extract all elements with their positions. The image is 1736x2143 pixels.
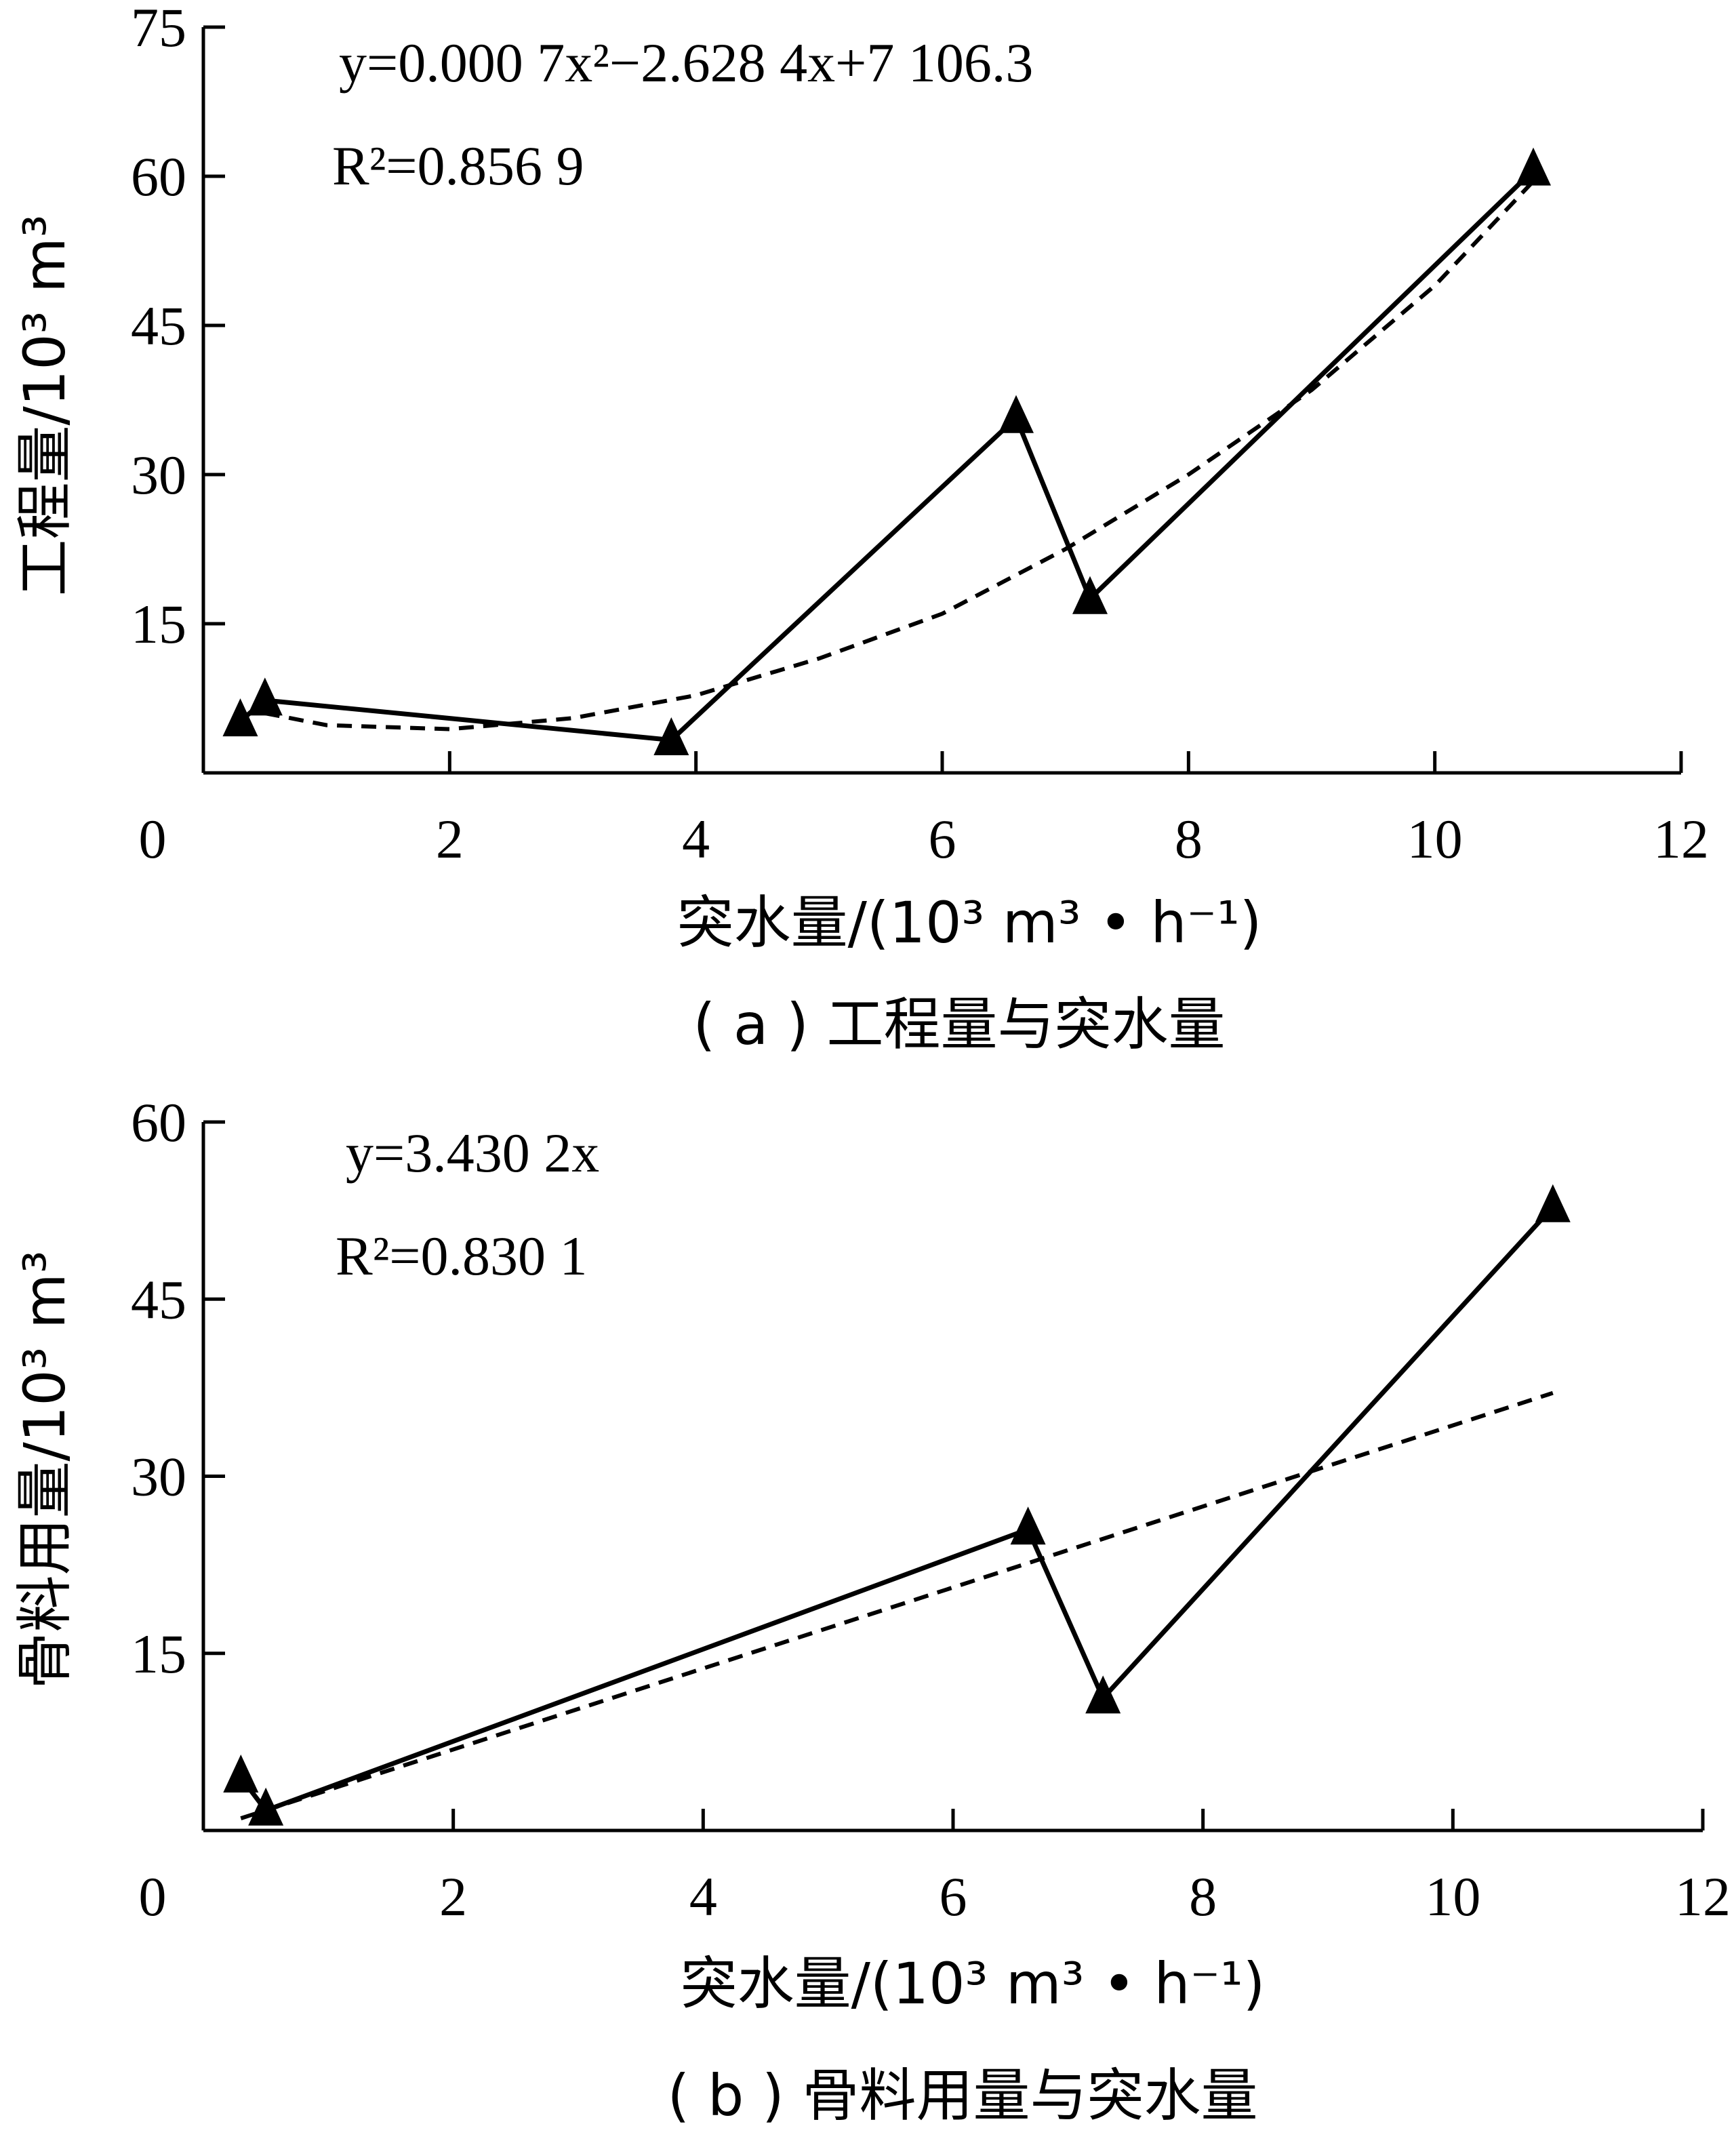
plot-area-b: 0 2 4 6 8 10 12 15 30 45 60 <box>131 1091 1731 1927</box>
y-tick-label-b: 30 <box>131 1446 186 1508</box>
data-point-a <box>247 677 283 716</box>
trendline-b <box>240 1390 1554 1820</box>
trendline-a <box>264 180 1535 732</box>
x-tick-label-b: 6 <box>940 1866 967 1927</box>
y-tick-label-a: 45 <box>131 295 186 357</box>
x-tick-label-b: 8 <box>1189 1866 1217 1927</box>
caption-b: ( b ) 骨料用量与突水量 <box>668 2062 1258 2129</box>
y-tick-label-a: 15 <box>131 593 186 655</box>
y-tick-label-b: 60 <box>131 1091 186 1153</box>
data-point-a <box>653 717 689 755</box>
data-point-a <box>222 698 258 737</box>
data-point-b <box>223 1755 259 1793</box>
data-point-b <box>248 1787 284 1826</box>
y-tick-label-b: 45 <box>131 1268 186 1330</box>
chart-panel-a: 0 2 4 6 8 10 12 15 30 45 60 75 y=0.000 7x²−2.628 4x… <box>12 0 1709 1058</box>
r-squared-a-text: R²=0.856 9 <box>332 135 584 197</box>
equation-b: y=3.430 2x <box>346 1122 599 1184</box>
y-axis-title-a: 工程量/10³ m³ <box>12 214 78 596</box>
data-point-a <box>1516 147 1551 186</box>
series-line-b <box>239 1205 1555 1814</box>
x-tick-label-b: 10 <box>1425 1866 1480 1927</box>
data-point-b <box>1535 1184 1571 1222</box>
x-tick-label-a: 10 <box>1407 808 1463 870</box>
r-squared-b-text: R²=0.830 1 <box>336 1225 588 1287</box>
data-point-a <box>998 395 1034 433</box>
r-squared-a: R²=0.856 9 <box>332 135 584 197</box>
x-tick-label-b: 0 <box>139 1866 167 1927</box>
y-tick-label-a: 75 <box>131 0 186 58</box>
data-point-a <box>1072 576 1108 614</box>
series-line-a <box>239 168 1535 743</box>
x-tick-label-a: 8 <box>1175 808 1203 870</box>
x-tick-label-b: 4 <box>689 1866 717 1927</box>
r-squared-b: R²=0.830 1 <box>336 1225 588 1287</box>
x-tick-label-a: 0 <box>139 808 167 870</box>
x-tick-label-a: 12 <box>1653 808 1709 870</box>
y-axis-title-b: 骨料用量/10³ m³ <box>12 1250 78 1689</box>
y-tick-label-a: 30 <box>131 444 186 506</box>
x-tick-label-a: 6 <box>929 808 956 870</box>
y-tick-label-a: 60 <box>131 146 186 207</box>
x-tick-label-a: 4 <box>682 808 710 870</box>
data-point-b <box>1010 1506 1046 1545</box>
x-tick-label-b: 2 <box>439 1866 467 1927</box>
plot-area-a: 0 2 4 6 8 10 12 15 30 45 60 75 <box>131 0 1709 870</box>
x-tick-label-b: 12 <box>1675 1866 1731 1927</box>
caption-a: ( a ) 工程量与突水量 <box>693 991 1225 1058</box>
x-axis-title-a: 突水量/(10³ m³ • h⁻¹) <box>677 889 1262 956</box>
x-tick-label-a: 2 <box>436 808 464 870</box>
equation-a-text: y=0.000 7x²−2.628 4x+7 106.3 <box>339 32 1033 94</box>
equation-a: y=0.000 7x²−2.628 4x+7 106.3 <box>339 32 1033 94</box>
equation-b-text: y=3.430 2x <box>346 1122 599 1184</box>
data-point-b <box>1085 1675 1121 1714</box>
y-tick-label-b: 15 <box>131 1623 186 1685</box>
x-axis-title-b: 突水量/(10³ m³ • h⁻¹) <box>681 1950 1266 2017</box>
